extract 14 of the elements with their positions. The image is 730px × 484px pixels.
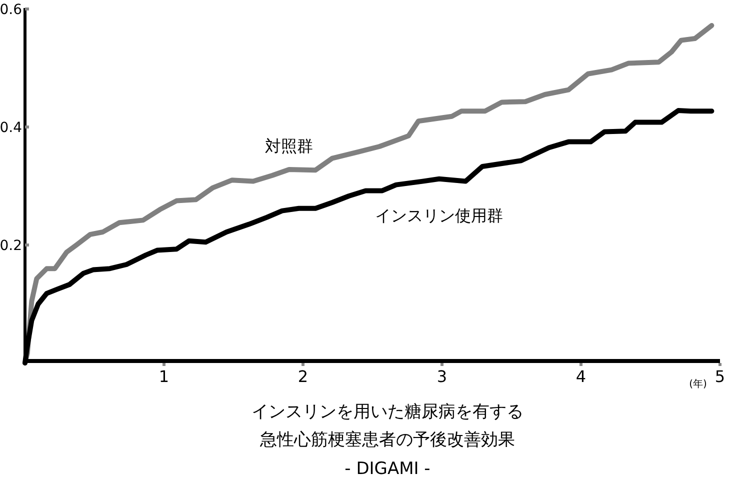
- series-label: インスリン使用群: [375, 206, 504, 225]
- y-tick-label: 0.4: [0, 120, 22, 136]
- x-tick-label: 3: [436, 367, 448, 386]
- text: - DIGAMI -: [344, 459, 430, 479]
- series-label: 対照群: [265, 136, 314, 156]
- x-tick-label: 4: [576, 367, 586, 386]
- x-axis-title: (年): [689, 378, 707, 390]
- x-tick-label: 2: [298, 367, 308, 386]
- y-tick-label: 0.6: [0, 2, 22, 18]
- text: 急性心筋梗塞患者の予後改善効果: [259, 430, 515, 450]
- x-tick-label: 1: [158, 367, 170, 386]
- x-tick-label: 5: [714, 367, 726, 386]
- y-tick-label: 0.2: [0, 238, 22, 254]
- text: インスリンを用いた糖尿病を有する: [252, 402, 524, 422]
